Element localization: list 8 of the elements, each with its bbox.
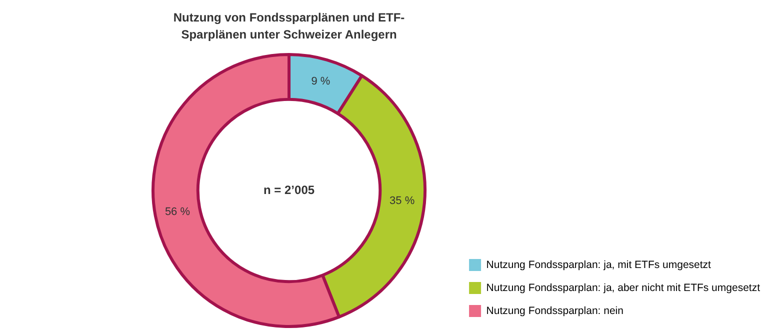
data-label: 56 % [164, 206, 190, 218]
data-label: 9 % [311, 75, 330, 88]
text: n = 2’005 [264, 182, 315, 197]
legend-label: Nutzung Fondssparplan: ja, aber nicht mit ETFs umgesetzt [486, 282, 760, 294]
legend-label: Nutzung Fondssparplan: nein [486, 304, 624, 317]
chart-title: Nutzung von Fondssparplänen und ETF-Sparplänen unter Schweizer Anlegern [173, 10, 405, 42]
legend-label: Nutzung Fondssparplan: ja, mit ETFs umgesetzt [486, 258, 712, 271]
data-label: 35 % [390, 195, 415, 208]
